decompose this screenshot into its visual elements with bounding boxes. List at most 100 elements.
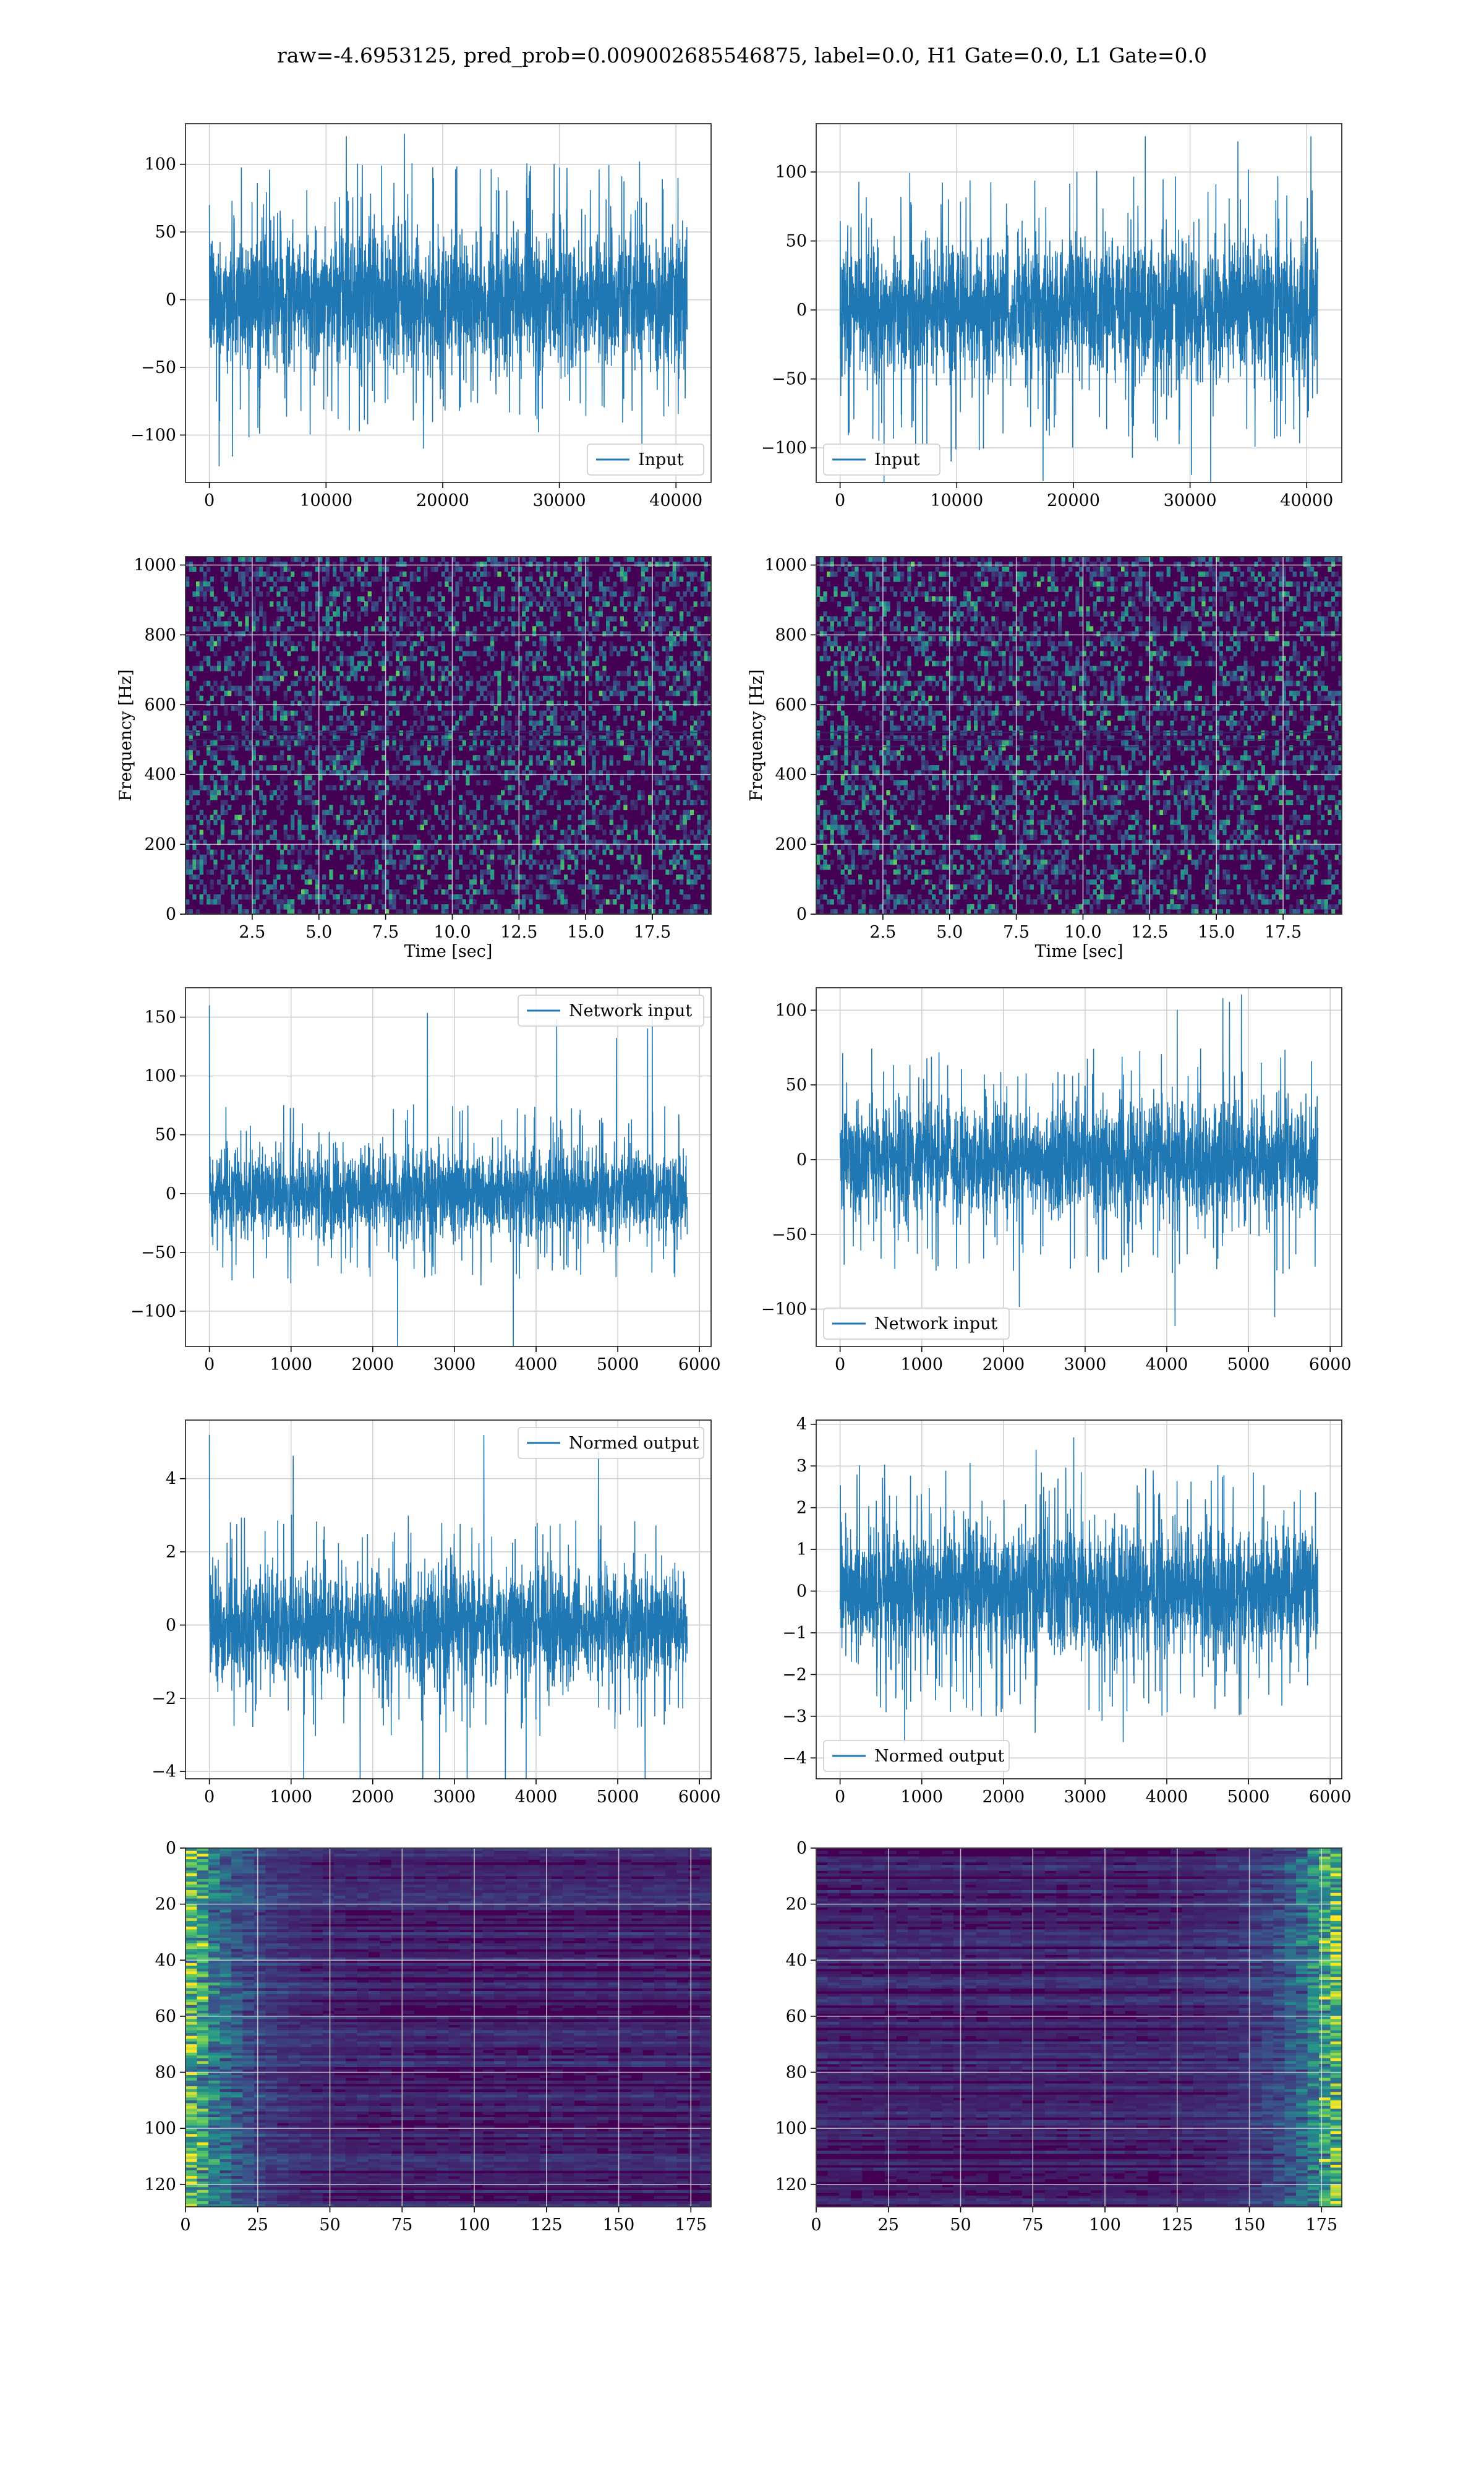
x-tick-label: 20000 <box>416 491 469 510</box>
x-tick-label: 75 <box>1022 2215 1043 2235</box>
legend-label: Network input <box>874 1314 997 1333</box>
axes-frame <box>185 556 712 915</box>
legend-label: Input <box>874 450 920 469</box>
series-line <box>208 1434 688 1779</box>
x-tick-label: 1000 <box>900 1787 943 1807</box>
x-tick-label: 10.0 <box>433 923 471 942</box>
y-axis-label: Frequency [Hz] <box>747 669 766 801</box>
y-tick-label: 2 <box>796 1499 807 1518</box>
y-tick-label: −2 <box>151 1689 176 1708</box>
y-tick-label: −100 <box>761 1300 807 1319</box>
y-tick-label: 0 <box>166 1839 176 1858</box>
y-axis-label: Frequency [Hz] <box>116 669 135 801</box>
y-tick-label: 100 <box>144 155 176 174</box>
x-tick-label: 5000 <box>1227 1787 1270 1807</box>
chart-r4c1: 0 25 50 75 100 125 150 175 0 20 40 60 80 100 120 <box>775 1839 1342 2235</box>
heatmap-image <box>186 1848 711 2207</box>
x-tick-label: 7.5 <box>372 923 399 942</box>
y-tick-label: 0 <box>166 1184 176 1204</box>
x-tick-label: 0 <box>835 491 845 510</box>
x-tick-label: 12.5 <box>1131 923 1168 942</box>
chart-r2c1: 0 1000 2000 3000 4000 5000 6000 −100 −50 0 50 100 Ne… <box>761 987 1352 1374</box>
x-tick-label: 0 <box>835 1787 845 1807</box>
x-tick-label: 4000 <box>515 1355 558 1374</box>
x-tick-label: 175 <box>1306 2215 1338 2235</box>
y-tick-label: 0 <box>166 291 176 310</box>
x-tick-label: 6000 <box>678 1787 721 1807</box>
x-tick-label: 25 <box>878 2215 899 2235</box>
x-tick-label: 4000 <box>1146 1787 1188 1807</box>
legend: Network input <box>518 995 704 1027</box>
x-tick-label: 175 <box>675 2215 707 2235</box>
axes-frame <box>816 1419 1342 1779</box>
x-tick-label: 12.5 <box>500 923 537 942</box>
legend: Input <box>823 443 940 476</box>
x-tick-label: 5000 <box>597 1787 639 1807</box>
grid-lines <box>816 557 1342 914</box>
y-tick-label: 80 <box>155 2063 176 2082</box>
y-tick-label: 1000 <box>764 556 807 575</box>
legend: Normed output <box>518 1427 704 1459</box>
y-tick-label: 4 <box>166 1470 176 1489</box>
y-tick-label: 20 <box>786 1895 807 1914</box>
x-tick-label: 150 <box>1234 2215 1266 2235</box>
y-tick-label: 600 <box>775 695 807 714</box>
y-tick-label: 800 <box>144 625 176 644</box>
y-tick-label: 80 <box>786 2063 807 2082</box>
x-tick-label: 125 <box>531 2215 563 2235</box>
x-tick-label: 100 <box>458 2215 490 2235</box>
x-axis-label: Time [sec] <box>1035 942 1124 961</box>
x-tick-label: 15.0 <box>1198 923 1235 942</box>
figure-suptitle: raw=-4.6953125, pred_prob=0.009002685546… <box>277 43 1207 68</box>
y-tick-label: 800 <box>775 625 807 644</box>
y-tick-label: −2 <box>782 1665 807 1684</box>
x-tick-label: 4000 <box>515 1787 558 1807</box>
axes-frame <box>816 123 1342 483</box>
series-line <box>208 1005 688 1346</box>
series-line <box>839 1437 1319 1744</box>
y-tick-label: −50 <box>772 1225 807 1244</box>
y-tick-label: −1 <box>782 1624 807 1643</box>
y-tick-label: −4 <box>782 1748 807 1768</box>
chart-r0c1: 0 10000 20000 30000 40000 −100 −50 0 50 100 Input <box>761 123 1342 510</box>
y-tick-label: 0 <box>166 1616 176 1635</box>
x-tick-label: 5000 <box>1227 1355 1270 1374</box>
x-tick-label: 0 <box>835 1355 845 1374</box>
x-tick-label: 40000 <box>1280 491 1333 510</box>
y-tick-label: −3 <box>782 1707 807 1726</box>
y-tick-label: 200 <box>775 835 807 854</box>
x-axis-label: Time [sec] <box>404 942 493 961</box>
legend-label: Normed output <box>874 1747 1004 1766</box>
y-tick-label: −100 <box>130 426 176 445</box>
y-tick-label: 100 <box>144 2119 176 2138</box>
x-tick-label: 10000 <box>299 491 352 510</box>
grid-lines <box>816 1848 1342 2207</box>
x-tick-label: 3000 <box>1064 1355 1107 1374</box>
grid-lines <box>186 557 711 914</box>
heatmap-image <box>816 557 1342 914</box>
y-tick-label: −100 <box>130 1302 176 1321</box>
axes-frame <box>185 1847 712 2207</box>
x-tick-label: 6000 <box>1309 1355 1352 1374</box>
axes-frame <box>185 1419 712 1779</box>
x-tick-label: 75 <box>391 2215 412 2235</box>
x-tick-label: 5000 <box>597 1355 639 1374</box>
y-tick-label: 40 <box>155 1951 176 1970</box>
y-tick-label: 120 <box>775 2175 807 2194</box>
y-tick-label: 0 <box>166 905 176 924</box>
x-tick-label: 15.0 <box>567 923 604 942</box>
y-tick-label: 0 <box>796 1582 807 1601</box>
y-tick-label: 1 <box>796 1540 807 1559</box>
x-tick-label: 0 <box>204 1355 215 1374</box>
axes-frame <box>816 556 1342 915</box>
x-tick-label: 1000 <box>270 1787 312 1807</box>
y-tick-label: −100 <box>761 439 807 458</box>
y-tick-label: 0 <box>796 1150 807 1170</box>
legend: Network input <box>823 1308 1010 1340</box>
x-tick-label: 5.0 <box>936 923 963 942</box>
x-tick-label: 2000 <box>351 1355 394 1374</box>
x-tick-label: 10.0 <box>1064 923 1101 942</box>
x-tick-label: 17.5 <box>1264 923 1302 942</box>
x-tick-label: 2000 <box>982 1355 1025 1374</box>
